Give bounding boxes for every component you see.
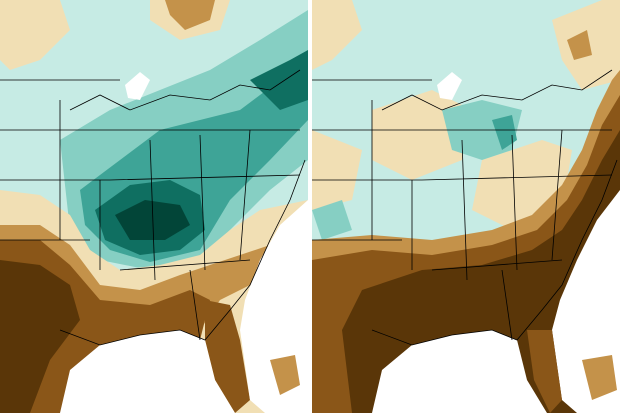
anomaly-map-right [312, 0, 620, 413]
moderately-dry-north [165, 0, 215, 30]
anomaly-map-left [0, 0, 308, 413]
very-dry-south [0, 260, 80, 413]
lake-superior [437, 72, 462, 100]
map-panel-left [0, 0, 308, 413]
map-panel-right [312, 0, 620, 413]
bahamas-dry [582, 355, 617, 400]
gulf-of-mexico [60, 330, 235, 413]
state-boundaries [0, 69, 306, 346]
florida-dry [205, 300, 250, 413]
florida-dry [527, 330, 562, 413]
gulf-of-mexico [372, 330, 547, 413]
state-boundaries [312, 69, 618, 346]
moderately-wet-patches [312, 100, 522, 240]
bahamas-dry [270, 355, 300, 395]
lake-superior [125, 72, 150, 100]
wet-patches [492, 115, 517, 150]
